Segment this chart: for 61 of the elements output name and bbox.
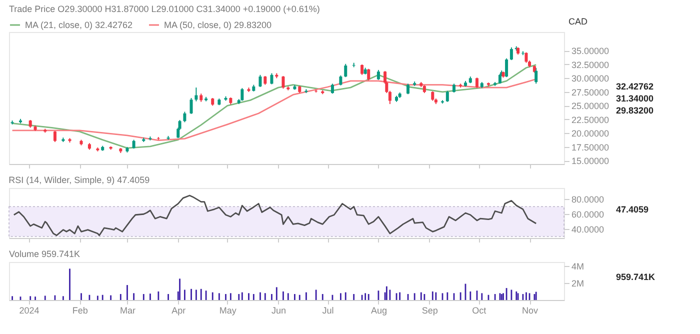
- candlestick: [510, 46, 513, 61]
- candlestick: [258, 74, 262, 88]
- y-tick-label: 32.50000: [572, 60, 610, 70]
- legend-label: MA (50, close, 0) 29.83200: [164, 20, 272, 30]
- y-tick-label: 35.00000: [572, 46, 610, 56]
- y-tick-label: 80.0000: [572, 194, 604, 205]
- candlestick: [53, 130, 56, 142]
- candlestick: [367, 68, 370, 81]
- text: 47.4059: [616, 204, 649, 214]
- candlestick: [360, 64, 364, 76]
- candlestick: [282, 76, 285, 90]
- legend-label: MA (21, close, 0) 32.42762: [25, 20, 133, 30]
- y-tick-label: 40.0000: [572, 224, 604, 235]
- x-tick-label: Nov: [522, 306, 539, 316]
- x-tick-label: Aug: [370, 306, 387, 316]
- candlestick: [406, 83, 410, 95]
- x-tick-label: Jun: [272, 306, 286, 316]
- x-tick-label: Feb: [72, 306, 88, 316]
- candlestick: [505, 58, 508, 78]
- chart-title: RSI (14, Wilder, Simple, 9) 47.4059: [8, 175, 150, 185]
- candlestick: [194, 87, 198, 102]
- y-tick-label: 27.50000: [572, 87, 610, 98]
- x-tick-label: May: [219, 306, 237, 316]
- chart-title: Trade Price O29.30000 H31.87000 L29.01000 C31.34000 +0.19000 (+0.61%): [9, 4, 320, 14]
- chart-title: Volume 959.741K: [9, 248, 80, 259]
- x-tick-label: Jul: [322, 306, 334, 316]
- y-tick-label: 20.00000: [572, 128, 610, 139]
- y-tick-label: 17.50000: [572, 142, 610, 152]
- candlestick: [498, 73, 502, 84]
- y-tick-label: 15.00000: [572, 156, 610, 166]
- line-series: [12, 64, 537, 149]
- y-tick-label: 30.00000: [572, 74, 610, 84]
- candlestick: [446, 90, 449, 102]
- candlestick: [270, 72, 274, 85]
- candlestick: [339, 74, 342, 86]
- line-series: [13, 194, 537, 236]
- x-tick-label: 2024: [19, 306, 40, 316]
- candlestick: [190, 98, 193, 114]
- candlestick: [344, 63, 348, 78]
- candlestick: [330, 83, 334, 94]
- candlestick: [376, 69, 380, 80]
- text: 29.83200: [616, 106, 654, 116]
- x-tick-label: Mar: [120, 306, 136, 316]
- x-tick-label: Sep: [422, 306, 438, 316]
- y-tick-label: 2M: [572, 278, 584, 288]
- text: 31.34000: [616, 94, 654, 104]
- y-tick-label: 4M: [572, 261, 584, 272]
- text: 32.42762: [616, 82, 654, 92]
- x-tick-label: Apr: [172, 306, 186, 316]
- text: 959.741K: [616, 272, 656, 282]
- candlestick: [524, 52, 528, 64]
- candlestick: [534, 67, 538, 84]
- candlestick: [431, 90, 434, 102]
- y-tick-label: 60.0000: [572, 210, 604, 220]
- y-tick-label: 22.50000: [572, 114, 610, 125]
- candlestick: [183, 111, 186, 123]
- x-tick-label: Oct: [472, 306, 487, 316]
- y-axis-title: CAD: [568, 16, 588, 26]
- candlestick: [240, 88, 244, 102]
- candlestick: [475, 77, 478, 89]
- y-tick-label: 25.00000: [572, 101, 610, 112]
